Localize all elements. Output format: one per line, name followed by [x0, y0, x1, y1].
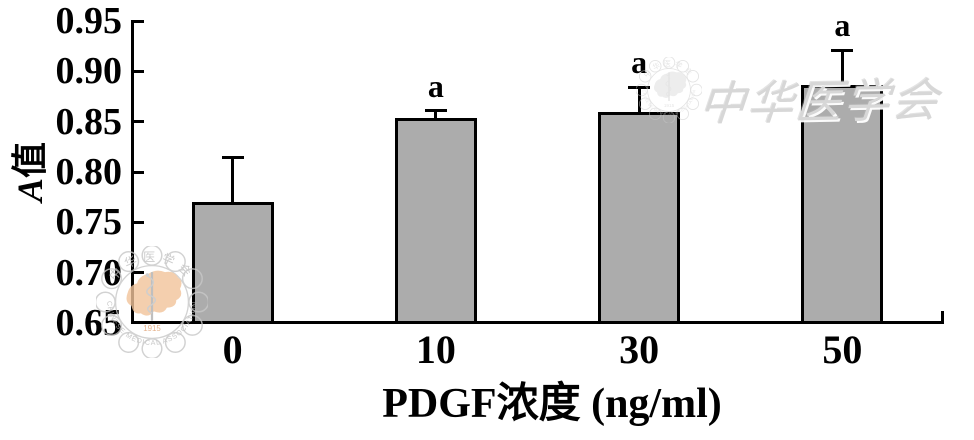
- error-bar-cap: [221, 156, 244, 160]
- asclepius-staff-icon: [145, 272, 157, 321]
- y-tick: [131, 220, 144, 224]
- seal-year: 1915: [143, 324, 161, 333]
- china-map-silhouette: [653, 71, 687, 99]
- x-axis: [131, 321, 944, 324]
- y-tick: [131, 69, 144, 73]
- y-tick-label: 0.95: [55, 0, 123, 42]
- y-tick: [131, 120, 144, 124]
- error-bar-stem: [840, 50, 844, 86]
- y-axis-title-italic: A: [10, 178, 50, 203]
- y-tick: [131, 19, 144, 23]
- significance-label: a: [631, 44, 648, 81]
- bar: [801, 85, 884, 324]
- x-tick-label: 30: [619, 327, 660, 372]
- significance-label: a: [834, 7, 851, 44]
- y-axis-title-cjk: 值: [10, 141, 50, 178]
- y-tick: [131, 170, 144, 174]
- x-tick-label: 10: [415, 327, 456, 372]
- seal-cn-arc-text: 中华医学会: [642, 59, 693, 79]
- error-bar-stem: [231, 157, 235, 203]
- error-bar-cap: [628, 85, 651, 89]
- y-axis-title: A值: [1, 142, 53, 202]
- y-tick-label: 0.65: [55, 302, 123, 344]
- y-tick-label: 0.75: [55, 201, 123, 244]
- significance-label: a: [427, 67, 444, 104]
- x-axis-title: PDGF浓度 (ng/ml): [382, 381, 722, 427]
- error-bar-cap: [831, 48, 854, 52]
- y-tick-label: 0.70: [55, 251, 123, 294]
- bar: [598, 111, 681, 324]
- y-tick: [131, 271, 144, 275]
- x-axis-end-tick: [941, 311, 944, 323]
- y-tick-label: 0.80: [55, 151, 123, 193]
- x-tick-label: 0: [222, 327, 243, 372]
- error-bar-stem: [434, 110, 438, 118]
- seal-year: 1915: [664, 103, 675, 108]
- svg-text:中华医学会: 中华医学会: [642, 59, 697, 79]
- y-tick-label: 0.85: [55, 100, 123, 143]
- china-map-silhouette: [126, 270, 182, 316]
- asclepius-staff-icon: [665, 72, 672, 101]
- x-tick-label: 50: [822, 327, 863, 372]
- error-bar-cap: [424, 109, 447, 113]
- y-tick-label: 0.90: [55, 50, 123, 93]
- error-bar-stem: [637, 87, 641, 112]
- bar: [191, 202, 274, 324]
- bar: [394, 117, 477, 324]
